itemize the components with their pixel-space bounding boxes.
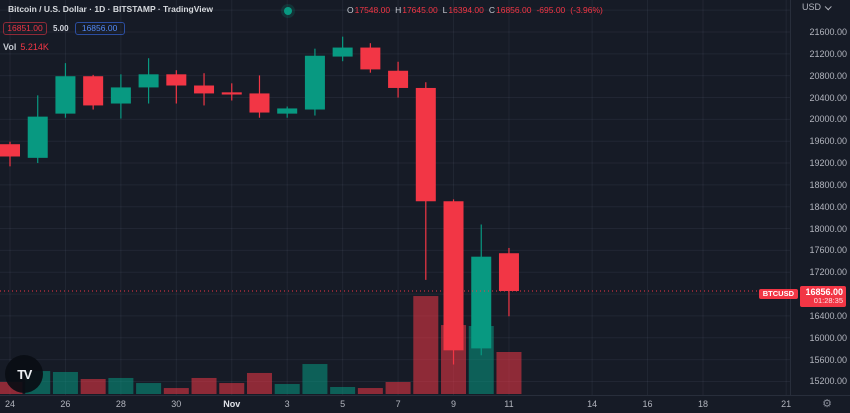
candle-up	[277, 108, 298, 114]
sell-price-button[interactable]: 16851.00	[3, 22, 47, 35]
price-axis-label: 20400.00	[809, 92, 847, 103]
time-axis-label: Nov	[223, 399, 241, 409]
volume-bar	[330, 386, 356, 394]
time-axis-label: 14	[587, 399, 598, 409]
candle-up	[110, 87, 131, 104]
currency-selector[interactable]: USD	[801, 2, 832, 12]
volume-bar	[80, 379, 106, 394]
close-value: 16856.00	[496, 5, 532, 15]
market-status-icon	[284, 7, 292, 15]
time-axis-label: 7	[395, 399, 401, 409]
change-value: -695.00	[536, 5, 566, 15]
candle-up	[304, 55, 325, 110]
candle-up	[332, 47, 353, 57]
tradingview-logo-mark: TV	[17, 366, 32, 382]
price-axis-label: 18800.00	[809, 179, 847, 190]
candle-down	[221, 92, 242, 95]
price-axis-label: 15600.00	[809, 354, 847, 365]
volume-legend: Vol 5.214K	[3, 42, 49, 52]
candle-down	[388, 70, 409, 88]
currency-label: USD	[801, 2, 821, 12]
price-axis-label: 16400.00	[809, 310, 847, 321]
time-axis-label: 26	[60, 399, 71, 409]
open-label: O	[347, 5, 354, 15]
time-axis-label: 9	[451, 399, 457, 409]
price-axis-label: 21600.00	[809, 27, 847, 37]
price-axis-label: 18400.00	[809, 201, 847, 212]
candle-up	[55, 76, 76, 114]
price-axis-label: 15200.00	[809, 376, 847, 387]
time-axis-label: 5	[340, 399, 346, 409]
open-value: 17548.00	[354, 5, 391, 15]
price-axis-label: 21200.00	[809, 48, 847, 59]
candle-down	[360, 47, 381, 70]
candle-up	[471, 256, 492, 349]
volume-bar	[52, 372, 78, 394]
volume-bar	[496, 351, 522, 394]
low-label: L	[442, 5, 448, 15]
candle-down	[443, 201, 464, 351]
price-axis-label: 19600.00	[809, 136, 847, 147]
current-price-badge[interactable]: 16856.00 01:28:35	[800, 286, 846, 308]
close-label: C	[488, 5, 495, 15]
time-axis-label: 11	[504, 399, 514, 409]
time-axis-label: 3	[284, 399, 290, 409]
change-percent: (-3.96%)	[570, 5, 603, 15]
symbol-title[interactable]: Bitcoin / U.S. Dollar · 1D · BITSTAMP · …	[8, 4, 213, 14]
volume-bar	[357, 388, 383, 394]
low-value: 16394.00	[448, 5, 484, 15]
buy-sell-widget: 16851.00 5.00 16856.00	[3, 22, 125, 35]
time-axis-label: 21	[781, 399, 792, 409]
candle-down	[498, 253, 519, 292]
price-axis-label: 20000.00	[809, 114, 847, 125]
price-axis[interactable]: USD 21600.00 21200.00 20800.00 20400.00 2000…	[790, 0, 850, 395]
volume-bar	[385, 381, 411, 394]
symbol-price-tag[interactable]: BTCUSD	[758, 289, 798, 300]
price-axis-label: 17600.00	[809, 245, 847, 256]
candle-down	[415, 87, 436, 202]
candle-up	[27, 116, 48, 158]
candle-down	[194, 85, 215, 94]
buy-price-button[interactable]: 16856.00	[74, 22, 125, 35]
current-price-value: 16856.00	[805, 287, 843, 298]
ohlc-readout: O 17548.00 H 17645.00 L 16394.00 C 16856…	[347, 5, 603, 15]
price-axis-label: 18000.00	[809, 223, 847, 234]
high-label: H	[395, 5, 402, 15]
candle-down	[83, 76, 104, 106]
candle-up	[138, 74, 159, 88]
volume-bar	[136, 383, 162, 394]
price-axis-label: 19200.00	[809, 158, 847, 169]
volume-bar	[413, 296, 439, 394]
price-axis-label: 16000.00	[809, 332, 847, 343]
chevron-down-icon	[824, 2, 832, 10]
bar-countdown: 01:28:35	[813, 296, 843, 306]
volume-bar	[108, 377, 134, 394]
high-value: 17645.00	[402, 5, 438, 15]
volume-bar	[274, 384, 300, 394]
settings-gear-icon[interactable]: ⚙	[822, 397, 832, 410]
chart-legend: Bitcoin / U.S. Dollar · 1D · BITSTAMP · …	[0, 3, 850, 16]
volume-bar	[163, 388, 189, 394]
time-axis-label: 30	[171, 399, 182, 409]
volume-bar	[191, 377, 217, 394]
spread-value: 5.00	[53, 24, 69, 33]
time-axis-label: 18	[697, 399, 709, 409]
volume-bar	[246, 372, 272, 394]
time-axis-label: 16	[642, 399, 653, 409]
volume-value: 5.214K	[20, 42, 49, 52]
time-axis[interactable]: 24 26 28 30 Nov 3 5 7 9 11 14 16 18 21 ⚙	[0, 396, 850, 413]
price-axis-label: 17200.00	[809, 267, 847, 278]
time-axis-label: 28	[115, 399, 126, 409]
tradingview-logo[interactable]: TV	[5, 355, 43, 393]
candle-down	[166, 74, 187, 86]
price-axis-label: 20800.00	[809, 70, 847, 81]
volume-bar	[219, 383, 245, 394]
volume-bar	[302, 364, 328, 394]
candle-down	[0, 144, 20, 157]
volume-label: Vol	[3, 42, 17, 52]
time-axis-label: 24	[4, 399, 16, 409]
candle-down	[249, 93, 270, 113]
